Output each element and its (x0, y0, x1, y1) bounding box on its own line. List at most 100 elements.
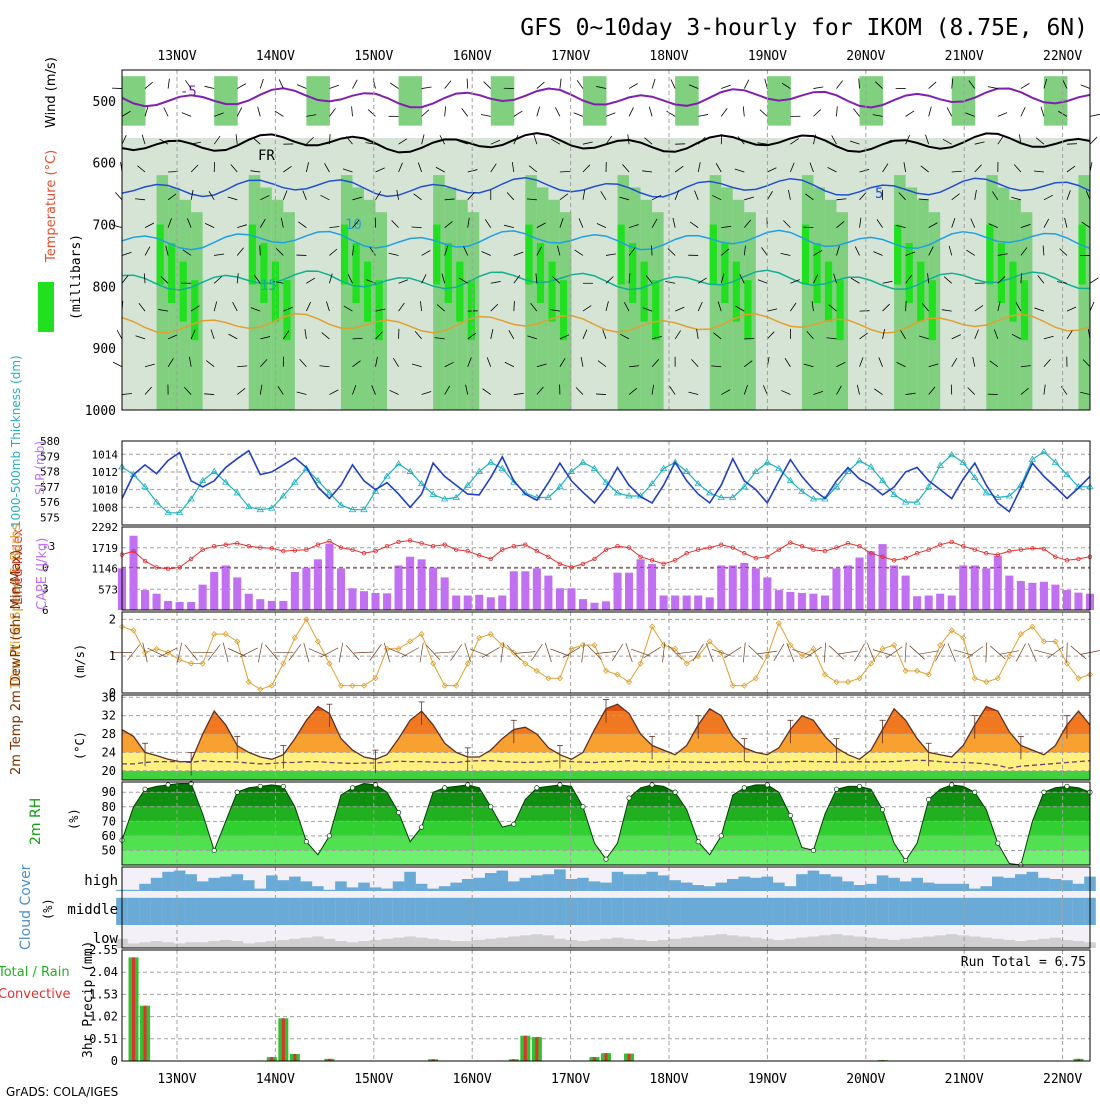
date-label-bottom: 16NOV (453, 1072, 492, 1087)
cloud-cell-low (957, 935, 969, 948)
rh-shade-bright (157, 225, 164, 285)
cloud-cell-middle (520, 898, 532, 925)
date-label-top: 18NOV (649, 49, 688, 64)
cloud-cell-low (692, 937, 704, 949)
cloud-cell-middle (393, 898, 405, 925)
rh-marker (235, 790, 239, 794)
wind-barb-10m (967, 647, 983, 659)
wind-barb-10m (986, 643, 987, 663)
cloud-cell-low (139, 942, 151, 948)
cape-bar (325, 544, 333, 610)
rh-shade-bright (180, 262, 187, 322)
cloud-cell-high (1073, 884, 1085, 891)
temp-band (122, 771, 1090, 780)
rh-shade-upper (687, 76, 699, 125)
isotherm-label: 10 (345, 217, 362, 233)
cloud-cell-high (496, 871, 508, 891)
cape-bar (809, 594, 817, 610)
temp-unit-label: (°C) (73, 731, 87, 760)
cape-bar (302, 568, 310, 610)
wind-barb-10m (354, 652, 374, 653)
cloud-cell-low (324, 939, 336, 948)
cloud-cell-middle (358, 898, 370, 925)
wind-barb (117, 330, 122, 339)
rh-shade-bright (341, 225, 348, 285)
cape-bar (383, 593, 391, 610)
cape-bar (1063, 590, 1071, 610)
cape-bar (291, 572, 299, 610)
cloud-cell-high (335, 881, 347, 891)
date-label-top: 14NOV (256, 49, 295, 64)
rh-shade-upper (306, 76, 318, 125)
cape-bar (1028, 583, 1036, 610)
thickness-tick-label: 575 (40, 511, 60, 524)
precip-convective-bar (293, 1054, 296, 1061)
cape-bar (867, 551, 875, 610)
rh-shade-light (410, 138, 422, 410)
cloud-cell-high (831, 877, 843, 891)
precip-axis-label: 3hr Precip (mm) (81, 941, 96, 1058)
rh-shade-bright (733, 262, 740, 322)
cloud-cell-middle (877, 898, 889, 925)
rh-marker (258, 784, 262, 788)
precip-convective-bar (144, 1006, 147, 1061)
cloud-cell-middle (992, 898, 1004, 925)
cloud-cell-high (992, 877, 1004, 891)
cloud-cell-low (185, 942, 197, 948)
cloud-cell-high (485, 873, 497, 891)
cloud-cell-low (278, 940, 290, 948)
cloud-cell-low (738, 937, 750, 949)
slp-tick-label: 1008 (92, 501, 119, 514)
cape-bar (717, 565, 725, 610)
cloud-cell-low (819, 935, 831, 948)
cloud-cell-low (934, 935, 946, 948)
cape-bar (256, 599, 264, 610)
rh-shade-mid (525, 175, 537, 410)
cloud-cell-low (531, 934, 543, 948)
cloud-cell-middle (727, 898, 739, 925)
rh-shade-light (1067, 138, 1079, 410)
rh-marker (650, 783, 654, 787)
cloud-cell-high (254, 889, 266, 891)
wind-barb-10m (304, 643, 309, 662)
cloud-cell-high (1038, 878, 1050, 891)
cape-bar (441, 577, 449, 610)
cloud-unit-label: (%) (41, 898, 55, 920)
cape-bar (902, 576, 910, 610)
cloud-cell-high (566, 879, 578, 891)
wind-barb (721, 134, 722, 144)
slp-tick-label: 1010 (92, 484, 119, 497)
rh-shade-bright (548, 262, 555, 322)
wind-barb (260, 245, 261, 255)
cape-bar (395, 565, 403, 610)
cloud-cell-low (704, 935, 716, 948)
rh-shade-bright (917, 262, 924, 322)
cape-bar (222, 565, 230, 610)
cloud-cell-high (508, 881, 520, 891)
cloud-cell-high (1027, 872, 1039, 891)
cape-bar (153, 594, 161, 610)
cloud-cell-middle (600, 898, 612, 925)
cloud-cell-middle (923, 898, 935, 925)
cloud-cell-middle (254, 898, 266, 925)
cloud-cell-low (877, 939, 889, 948)
date-label-bottom: 14NOV (256, 1072, 295, 1087)
cloud-cell-middle (531, 898, 543, 925)
cloud-cell-low (520, 935, 532, 948)
wind-barb-10m (612, 644, 623, 661)
rh-axis-label: 2m RH (28, 798, 44, 845)
wind-barb-10m (1034, 650, 1053, 655)
cape-tick-label: 1146 (92, 563, 119, 576)
cloud-cell-middle (243, 898, 255, 925)
cloud-cell-middle (197, 898, 209, 925)
rh-marker (973, 790, 977, 794)
cape-bar (959, 565, 967, 610)
chart-title: GFS 0~10day 3-hourly for IKOM (8.75E, 6N… (520, 15, 1088, 41)
rh-marker (834, 787, 838, 791)
cloud-cell-low (992, 939, 1004, 948)
cape-bar (671, 596, 679, 610)
rh-shade-bright (1078, 225, 1085, 285)
cloud-cell-middle (208, 898, 220, 925)
precip-convective-bar (282, 1018, 285, 1061)
cape-bar (533, 568, 541, 610)
